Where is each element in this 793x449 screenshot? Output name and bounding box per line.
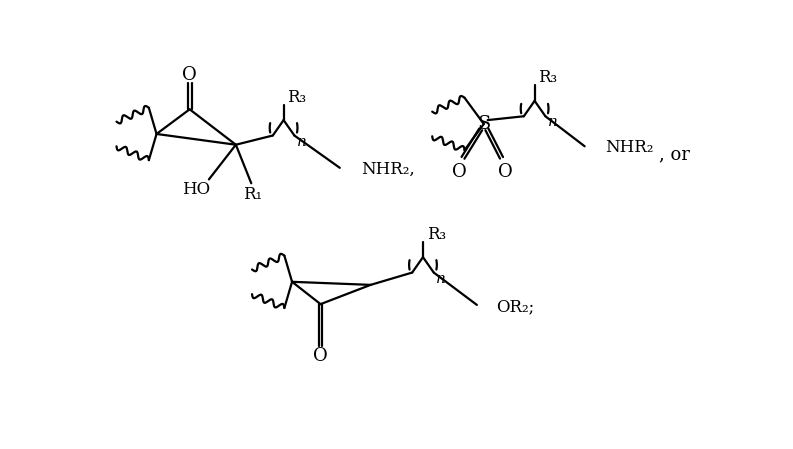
Text: , or: , or: [659, 145, 690, 163]
Text: R₃: R₃: [287, 88, 307, 106]
Text: HO: HO: [182, 181, 210, 198]
Text: O: O: [313, 347, 328, 365]
Text: R₃: R₃: [427, 225, 446, 242]
Text: NHR₂,: NHR₂,: [362, 161, 415, 178]
Text: n: n: [297, 135, 307, 149]
Text: O: O: [182, 66, 197, 84]
Text: O: O: [498, 163, 513, 180]
Text: NHR₂: NHR₂: [605, 139, 653, 156]
Text: R₁: R₁: [243, 186, 262, 203]
Text: n: n: [436, 272, 446, 286]
Text: n: n: [548, 115, 557, 129]
Text: O: O: [452, 163, 466, 180]
Text: R₃: R₃: [538, 69, 557, 86]
Text: OR₂;: OR₂;: [496, 298, 534, 315]
Text: S: S: [477, 115, 490, 133]
